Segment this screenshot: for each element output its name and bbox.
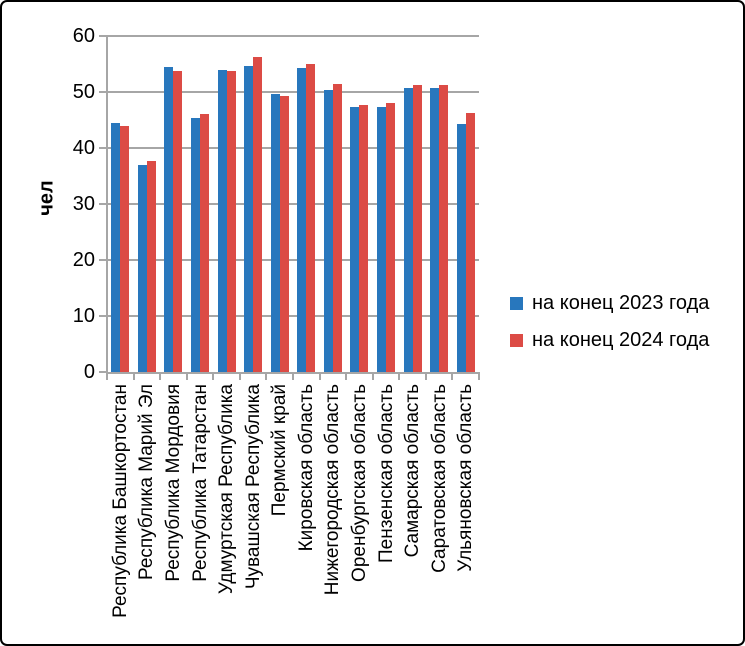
y-tick-label: 20 [72,249,95,271]
x-axis-tick [478,372,480,380]
x-axis-tick [265,372,268,380]
x-tick-label: Республика Башкортостан [109,384,131,618]
bar [164,66,174,372]
x-axis-tick [371,372,374,380]
bar [465,113,475,372]
bar [137,164,147,372]
bar [191,118,200,372]
bar [359,104,369,372]
y-tick-label: 30 [72,193,95,215]
gridline [107,259,479,261]
x-tick-label: Саратовская область [428,384,450,573]
bar [386,103,395,372]
x-tick-label: Чувашская Республика [242,384,264,590]
y-tick-label: 10 [72,305,95,327]
x-axis-tick [106,372,108,380]
bar [111,123,121,372]
x-axis-tick [398,372,401,380]
gridline [107,203,479,205]
bar [439,85,449,372]
bar [200,114,209,372]
bar [412,84,422,372]
gridline [107,35,479,37]
y-axis-tick [99,147,107,149]
bar [332,84,342,372]
x-axis-tick [345,372,348,380]
bar [226,70,236,372]
y-axis-tick [99,315,107,317]
legend-swatch-2023 [510,296,523,310]
x-tick-label: Республика Татарстан [189,384,211,582]
y-axis-tick [99,91,107,93]
gridline [107,91,479,93]
x-axis-tick [185,372,188,380]
y-axis-line [106,35,108,374]
x-tick-label: Удмуртская Республика [216,384,238,595]
x-tick-label: Ульяновская область [455,384,477,572]
bar [173,70,183,372]
gridline [107,315,479,317]
bar [279,95,289,372]
x-axis-tick [424,372,427,380]
legend-label-2023: на конец 2023 года [532,291,710,314]
x-tick-label: Самарская область [402,384,424,558]
legend-swatch-2024 [510,333,523,347]
x-axis-tick [292,372,294,380]
bar [377,107,386,372]
x-tick-label: Кировская область [295,384,317,552]
bar [146,160,156,372]
x-axis-tick [159,372,162,380]
y-tick-label: 0 [83,361,95,383]
bar [270,94,280,372]
x-axis-tick [238,372,241,380]
bar [456,124,466,372]
bar [350,106,360,372]
bar [244,65,254,372]
bar [403,87,413,372]
y-axis-tick [99,259,107,261]
x-tick-label: Пермский край [269,384,291,517]
y-axis-tick [99,371,107,373]
x-tick-label: Республика Мордовия [162,384,184,582]
gridline [107,147,479,149]
bar [430,88,440,372]
x-axis-tick [212,372,215,380]
x-axis-tick [318,372,321,380]
legend-item-2023: на конец 2023 года [510,290,709,316]
bar [323,90,333,372]
bar [253,57,263,372]
y-tick-label: 60 [72,25,95,47]
legend-label-2024: на конец 2024 года [532,328,710,351]
x-tick-label: Пензенская область [375,384,397,563]
bar [297,68,307,372]
bar [120,126,130,372]
x-tick-label: Нижегородская область [322,384,344,596]
x-tick-label: Оренбургская область [348,384,370,582]
y-axis-tick [99,35,107,37]
x-axis-tick [451,372,454,380]
bar [217,69,227,372]
legend: на конец 2023 года на конец 2024 года [510,290,709,364]
x-axis-tick [132,372,135,380]
y-axis-tick [99,203,107,205]
x-tick-label: Республика Марий Эл [136,384,158,581]
y-tick-label: 40 [72,137,95,159]
legend-item-2024: на конец 2024 года [510,327,709,353]
bar [306,64,316,372]
y-tick-label: 50 [72,81,95,103]
